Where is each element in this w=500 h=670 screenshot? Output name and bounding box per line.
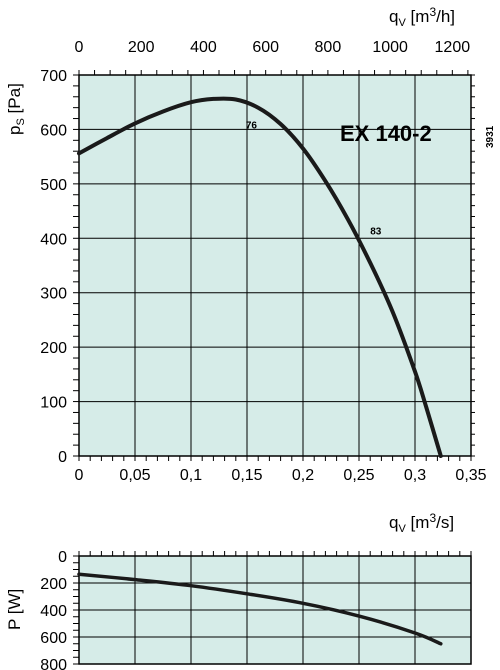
model-label: EX 140-2	[340, 121, 432, 146]
efficiency-label: 83	[370, 226, 382, 237]
pressure-axis-label: pS [Pa]	[5, 83, 27, 135]
power-axis-label: P [W]	[5, 589, 24, 630]
x-tick-label: 0	[75, 467, 84, 484]
y-tick-label: 600	[40, 122, 67, 139]
power-tick-labels: 0 200 400 600 800	[40, 549, 67, 670]
x-tick-label: 0,2	[292, 467, 314, 484]
x-tick-label: 0,25	[343, 467, 374, 484]
y-tick-label: 500	[40, 177, 67, 194]
pressure-tick-labels: 0 100 200 300 400 500 600 700	[40, 68, 67, 466]
pressure-chart: 0 0,05 0,1 0,15 0,2 0,25 0,3 0,35 0 200 400 600 800…	[5, 5, 496, 535]
power-plot-frame	[78, 555, 472, 665]
x2-tick-label: 1000	[372, 39, 408, 56]
x2-tick-label: 200	[128, 39, 155, 56]
top-axis-label: qV [m3/h]	[389, 5, 455, 29]
bottom-axis-label: qV [m3/s]	[389, 511, 454, 535]
y-tick-label: 400	[40, 231, 67, 248]
x-tick-label: 0,05	[119, 467, 150, 484]
flow-m3s-tick-labels: 0 0,05 0,1 0,15 0,2 0,25 0,3 0,35	[75, 467, 487, 484]
x-tick-label: 0,3	[404, 467, 426, 484]
power-tick-label: 800	[40, 657, 67, 670]
x2-tick-label: 1200	[435, 39, 471, 56]
pressure-minor-ticks	[73, 70, 475, 461]
flow-m3h-tick-labels: 0 200 400 600 800 1000 1200	[75, 39, 471, 56]
pressure-grid	[79, 75, 471, 456]
y-tick-label: 100	[40, 395, 67, 412]
power-tick-label: 0	[58, 549, 67, 566]
x2-tick-label: 800	[315, 39, 342, 56]
x2-tick-label: 400	[190, 39, 217, 56]
pressure-axis-unit: [Pa]	[5, 83, 24, 113]
pressure-axis-symbol: p	[5, 126, 24, 135]
pressure-plot-area	[79, 75, 471, 456]
top-axis-subscript: V	[398, 17, 406, 29]
top-axis-unit: [m3/h]	[411, 5, 455, 26]
power-chart: 0 200 400 600 800 P [W]	[5, 549, 472, 670]
power-curve	[77, 572, 443, 646]
x-tick-label: 0,35	[455, 467, 486, 484]
power-grid	[79, 556, 471, 664]
bottom-axis-unit: [m3/s]	[411, 511, 455, 532]
chart-code: 3931	[485, 125, 496, 148]
x2-tick-label: 0	[75, 39, 84, 56]
efficiency-label: 76	[246, 120, 258, 131]
y-tick-label: 0	[58, 449, 67, 466]
top-axis-symbol: q	[389, 7, 398, 26]
x-tick-label: 0,15	[231, 467, 262, 484]
power-tick-label: 200	[40, 576, 67, 593]
y-tick-label: 300	[40, 286, 67, 303]
pressure-curve	[77, 96, 443, 458]
x2-tick-label: 600	[252, 39, 279, 56]
power-tick-label: 400	[40, 603, 67, 620]
efficiency-annotations: 76 83	[246, 120, 382, 237]
power-minor-ticks	[73, 551, 472, 665]
bottom-axis-symbol: q	[389, 513, 398, 532]
pressure-plot-frame	[78, 74, 472, 457]
power-tick-label: 600	[40, 630, 67, 647]
pressure-axis-subscript: S	[15, 118, 27, 125]
bottom-axis-subscript: V	[398, 523, 406, 535]
y-tick-label: 200	[40, 340, 67, 357]
y-tick-label: 700	[40, 68, 67, 85]
x-tick-label: 0,1	[180, 467, 202, 484]
